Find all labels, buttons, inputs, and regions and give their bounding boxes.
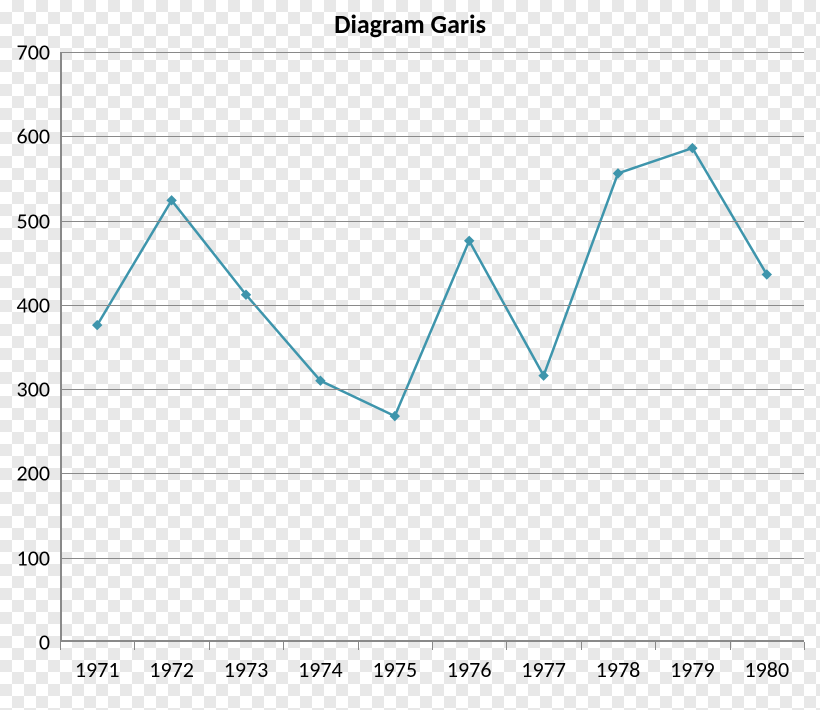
x-tick-label: 1972 <box>149 656 194 683</box>
y-tick-label: 0 <box>39 629 50 656</box>
x-tick-label: 1979 <box>670 656 715 683</box>
x-tick-label: 1973 <box>224 656 269 683</box>
data-point-marker <box>614 169 623 178</box>
gridline <box>60 136 804 137</box>
x-tick <box>730 642 731 650</box>
y-tick-label: 300 <box>17 376 50 403</box>
y-tick-label: 400 <box>17 291 50 318</box>
line-chart: Diagram Garis 01002003004005006007001971… <box>0 0 820 710</box>
y-tick-label: 600 <box>17 123 50 150</box>
x-tick <box>432 642 433 650</box>
series-line <box>97 148 767 416</box>
y-tick-label: 700 <box>17 39 50 66</box>
x-tick <box>506 642 507 650</box>
gridline <box>60 473 804 474</box>
x-tick-label: 1978 <box>596 656 641 683</box>
x-tick <box>209 642 210 650</box>
x-tick <box>283 642 284 650</box>
x-tick <box>655 642 656 650</box>
y-tick-label: 500 <box>17 207 50 234</box>
x-tick-label: 1977 <box>521 656 566 683</box>
gridline <box>60 558 804 559</box>
x-tick <box>60 642 61 650</box>
x-tick-label: 1980 <box>744 656 789 683</box>
plot-area: 0100200300400500600700197119721973197419… <box>60 52 804 642</box>
x-tick <box>134 642 135 650</box>
x-tick-label: 1976 <box>447 656 492 683</box>
y-tick-label: 100 <box>17 544 50 571</box>
gridline <box>60 52 804 53</box>
data-series <box>60 52 804 642</box>
gridline <box>60 389 804 390</box>
gridline <box>60 305 804 306</box>
y-tick-label: 200 <box>17 460 50 487</box>
chart-title: Diagram Garis <box>0 8 820 40</box>
x-tick-label: 1975 <box>372 656 417 683</box>
x-tick <box>804 642 805 650</box>
x-tick <box>581 642 582 650</box>
x-tick <box>358 642 359 650</box>
gridline <box>60 221 804 222</box>
data-point-marker <box>390 412 399 421</box>
x-tick-label: 1971 <box>75 656 120 683</box>
x-tick-label: 1974 <box>298 656 343 683</box>
